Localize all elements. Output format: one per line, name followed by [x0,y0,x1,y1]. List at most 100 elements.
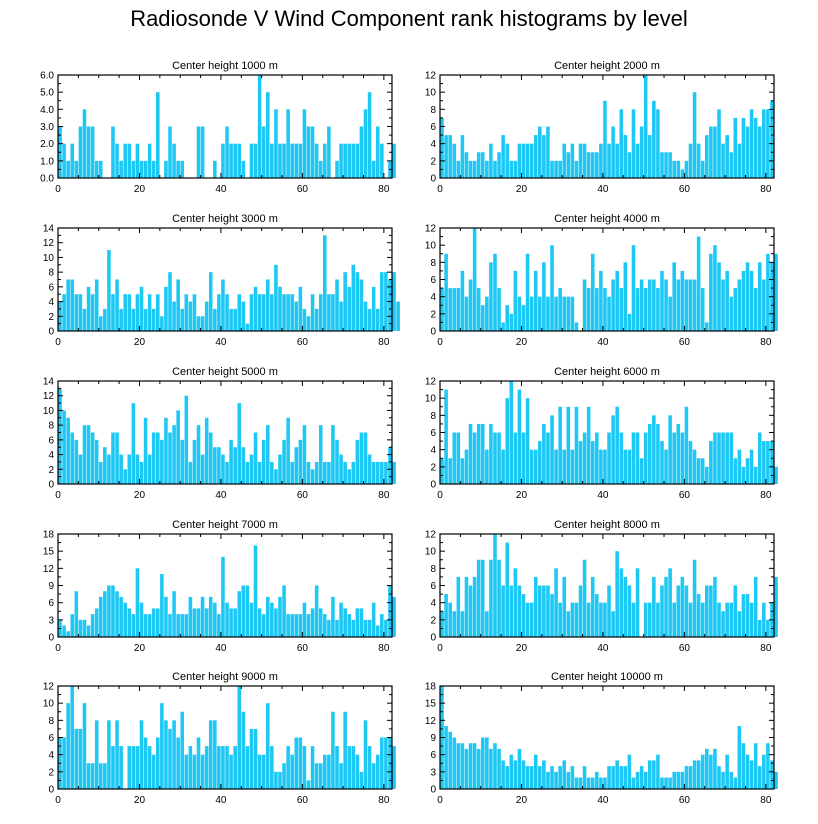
histogram-bar [241,447,246,484]
y-tick-label: 10 [425,241,437,252]
histogram-bar [729,771,734,789]
y-tick-label: 2 [48,767,54,778]
histogram-bar [599,270,603,331]
histogram-bar [639,279,644,331]
x-tick-label: 20 [516,184,528,195]
histogram-bar [176,410,180,484]
x-tick-label: 60 [679,337,691,348]
histogram-bar [737,143,742,178]
histogram-bar [770,100,774,178]
histogram-bar [574,322,579,331]
histogram-bar [468,279,473,331]
histogram-bar [139,160,144,178]
histogram-bar [533,135,538,178]
histogram-bar [444,594,448,637]
histogram-bar [286,294,290,331]
histogram-bar [485,296,489,331]
y-tick-label: 6 [48,282,54,293]
histogram-bar [278,771,282,789]
histogram-bar [347,469,352,484]
histogram-bar [717,602,721,637]
histogram-bar [200,316,205,331]
histogram-bar [737,726,742,789]
y-tick-label: 12 [425,530,437,541]
histogram-bar [217,746,221,789]
histogram-bar [184,395,189,484]
histogram-bar [343,272,347,331]
histogram-bar [306,614,311,637]
histogram-bar [367,454,372,484]
histogram-bar [294,143,299,178]
histogram-bar [318,294,323,331]
histogram-bar [310,608,315,637]
histogram-bar [229,754,233,789]
y-tick-label: 6 [430,750,436,761]
histogram-bar [570,296,575,331]
histogram-bar [147,614,152,637]
histogram-bar [217,614,221,637]
histogram-bar [111,294,115,331]
histogram-bar [359,608,364,637]
y-tick-label: 3 [430,767,436,778]
x-tick-label: 40 [215,184,227,195]
histogram-bar [525,398,530,484]
histogram-bar [286,109,290,178]
histogram-bar [290,614,294,637]
x-tick-label: 20 [516,643,528,654]
histogram-bar [331,294,335,331]
histogram-bar [143,737,148,789]
histogram-bar [692,559,697,637]
histogram-bar [709,253,713,331]
histogram-bar [375,126,380,178]
histogram-bar [444,389,448,484]
histogram-bar [574,160,579,178]
histogram-bar [380,143,384,178]
histogram-bar [472,160,477,178]
histogram-bar [347,746,352,789]
histogram-bar [476,423,481,484]
histogram-bar [493,432,497,484]
histogram-bar [757,766,762,789]
histogram-bar [164,596,168,637]
x-tick-label: 60 [297,337,309,348]
histogram-bar [456,576,461,637]
histogram-bar [66,279,70,331]
histogram-bar [643,288,648,331]
histogram-bar [257,754,262,789]
y-tick-label: 6 [430,275,436,286]
histogram-bar [607,296,611,331]
histogram-bar [554,160,558,178]
histogram-bar [375,754,380,789]
histogram-bar [753,466,758,484]
histogram-bar [131,403,136,484]
histogram-bar [392,461,396,484]
histogram-bar [766,441,770,484]
histogram-bar [135,568,140,637]
histogram-bar [82,308,87,331]
histogram-bar [521,760,526,789]
y-tick-label: 6 [48,733,54,744]
histogram-bar [261,126,266,178]
histogram-bar [367,308,372,331]
histogram-bar [538,126,542,178]
histogram-bar [160,703,164,789]
histogram-bar [302,308,307,331]
histogram-bar [729,152,734,178]
histogram-bar [115,279,119,331]
histogram-bar [380,461,384,484]
histogram-bar [58,388,62,484]
histogram-bar [440,611,444,637]
histogram-bar [464,449,469,484]
histogram-bar [363,619,368,637]
histogram-bar [753,576,758,637]
panel-title: Center height 7000 m [172,519,278,531]
histogram-bar [371,160,376,178]
histogram-bar [476,748,481,789]
histogram-bar [664,279,668,331]
histogram-bar [127,294,132,331]
histogram-bar [538,585,542,637]
histogram-bar [440,458,444,484]
histogram-bar [489,559,493,637]
histogram-bar [306,126,311,178]
histogram-bar [599,777,603,789]
